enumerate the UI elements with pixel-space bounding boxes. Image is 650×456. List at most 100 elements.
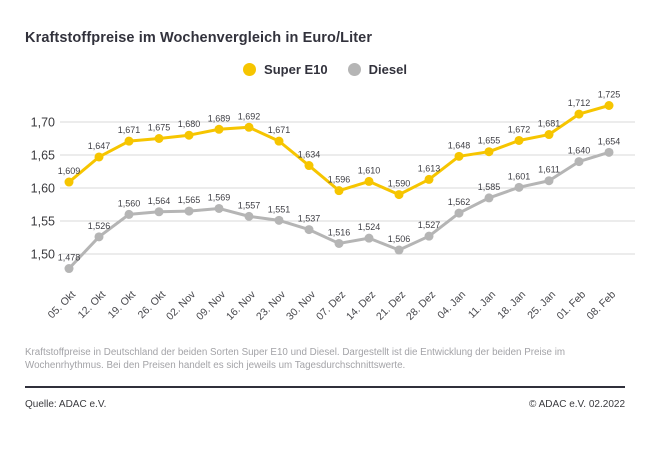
x-axis-tick-label: 18. Jan xyxy=(495,289,528,322)
data-point xyxy=(364,233,374,243)
data-point xyxy=(64,177,74,187)
x-axis-tick-label: 16. Nov xyxy=(224,288,259,323)
data-point xyxy=(154,207,164,217)
data-point-label: 1,671 xyxy=(118,125,141,135)
data-point xyxy=(544,130,554,140)
data-point-label: 1,585 xyxy=(478,182,501,192)
source-label: Quelle: ADAC e.V. xyxy=(25,399,107,410)
legend-item-super-e10: Super E10 xyxy=(243,62,328,77)
legend-label-diesel: Diesel xyxy=(368,62,407,77)
data-point-label: 1,613 xyxy=(418,163,441,173)
legend-dot-diesel-icon xyxy=(347,63,361,76)
y-axis-tick-label: 1,60 xyxy=(31,182,55,196)
data-point-label: 1,655 xyxy=(478,136,501,146)
data-point-label: 1,516 xyxy=(328,227,351,237)
x-axis-tick-label: 28. Dez xyxy=(404,289,438,323)
data-point-label: 1,725 xyxy=(598,90,621,100)
x-axis-tick-label: 07. Dez xyxy=(314,289,348,323)
data-point-label: 1,671 xyxy=(268,125,291,135)
data-point xyxy=(514,182,524,192)
data-point-label: 1,692 xyxy=(238,111,261,121)
data-point xyxy=(184,130,194,140)
data-point xyxy=(514,135,524,145)
data-point-label: 1,681 xyxy=(538,119,561,129)
data-point-label: 1,680 xyxy=(178,119,201,129)
chart-title: Kraftstoffpreise im Wochenvergleich in E… xyxy=(25,30,373,46)
x-axis-tick-label: 14. Dez xyxy=(344,289,378,323)
y-axis-tick-label: 1,55 xyxy=(31,215,55,229)
data-point xyxy=(124,209,134,219)
data-point-label: 1,634 xyxy=(298,150,321,160)
data-point-label: 1,562 xyxy=(448,197,471,207)
data-point-label: 1,609 xyxy=(58,166,81,176)
data-point xyxy=(214,203,224,213)
data-point-label: 1,712 xyxy=(568,98,591,108)
x-axis-tick-label: 08. Feb xyxy=(584,289,618,323)
data-point-label: 1,611 xyxy=(538,165,560,175)
data-point-label: 1,672 xyxy=(508,124,531,134)
data-point-label: 1,610 xyxy=(358,165,381,175)
x-axis-tick-label: 04. Jan xyxy=(435,289,468,322)
data-point xyxy=(394,190,404,200)
data-point-label: 1,689 xyxy=(208,113,231,123)
data-point-label: 1,590 xyxy=(388,179,411,189)
footer-divider xyxy=(25,386,625,388)
x-axis-tick-label: 19. Okt xyxy=(106,289,138,321)
legend-item-diesel: Diesel xyxy=(347,62,407,77)
data-point xyxy=(484,193,494,203)
data-point xyxy=(424,174,434,184)
data-point xyxy=(154,134,164,143)
data-point xyxy=(274,215,284,225)
data-point xyxy=(484,147,494,157)
x-axis-tick-label: 11. Jan xyxy=(466,289,498,321)
data-point xyxy=(334,186,344,196)
data-point-label: 1,478 xyxy=(58,253,81,263)
x-axis-tick-label: 23. Nov xyxy=(254,288,289,323)
data-point xyxy=(334,238,344,248)
data-point xyxy=(304,225,314,235)
data-point xyxy=(574,109,584,119)
data-point-label: 1,560 xyxy=(118,198,141,208)
data-point xyxy=(604,147,614,157)
y-axis-tick-label: 1,70 xyxy=(31,116,55,130)
x-axis-tick-label: 02. Nov xyxy=(164,288,199,323)
source-row: Quelle: ADAC e.V. © ADAC e.V. 02.2022 xyxy=(25,399,625,410)
data-point-label: 1,601 xyxy=(508,171,531,181)
y-axis-tick-label: 1,65 xyxy=(31,149,55,163)
data-point-label: 1,654 xyxy=(598,136,621,146)
data-point xyxy=(424,231,434,241)
data-point-label: 1,647 xyxy=(88,141,111,151)
legend-dot-super-e10-icon xyxy=(243,63,257,76)
data-point-label: 1,648 xyxy=(448,140,471,150)
chart-legend: Super E10 Diesel xyxy=(0,62,650,77)
data-point-label: 1,527 xyxy=(418,220,441,230)
data-point xyxy=(94,232,104,242)
data-point xyxy=(94,152,104,162)
data-point xyxy=(454,208,464,218)
x-axis-tick-label: 26. Okt xyxy=(136,289,168,321)
data-point-label: 1,569 xyxy=(208,192,231,202)
copyright-label: © ADAC e.V. 02.2022 xyxy=(529,399,625,410)
data-point-label: 1,564 xyxy=(148,196,171,206)
x-axis-tick-label: 05. Okt xyxy=(46,289,78,321)
data-point xyxy=(394,245,404,255)
data-point xyxy=(184,206,194,216)
data-point xyxy=(604,101,614,110)
chart-footnote: Kraftstoffpreise in Deutschland der beid… xyxy=(25,347,566,372)
data-point-label: 1,640 xyxy=(568,146,591,156)
data-point-label: 1,524 xyxy=(358,222,381,232)
data-point xyxy=(244,122,254,132)
data-point xyxy=(64,264,74,274)
data-point-label: 1,506 xyxy=(388,234,411,244)
data-point xyxy=(214,124,224,134)
data-point xyxy=(544,176,554,186)
data-point-label: 1,675 xyxy=(148,123,171,133)
x-axis-tick-label: 09. Nov xyxy=(194,288,229,323)
data-point xyxy=(244,211,254,221)
data-point xyxy=(274,136,284,146)
data-point xyxy=(574,157,584,167)
legend-label-super-e10: Super E10 xyxy=(264,62,328,77)
data-point xyxy=(364,176,374,186)
data-point-label: 1,537 xyxy=(298,214,321,224)
x-axis-tick-label: 12. Okt xyxy=(76,289,108,321)
